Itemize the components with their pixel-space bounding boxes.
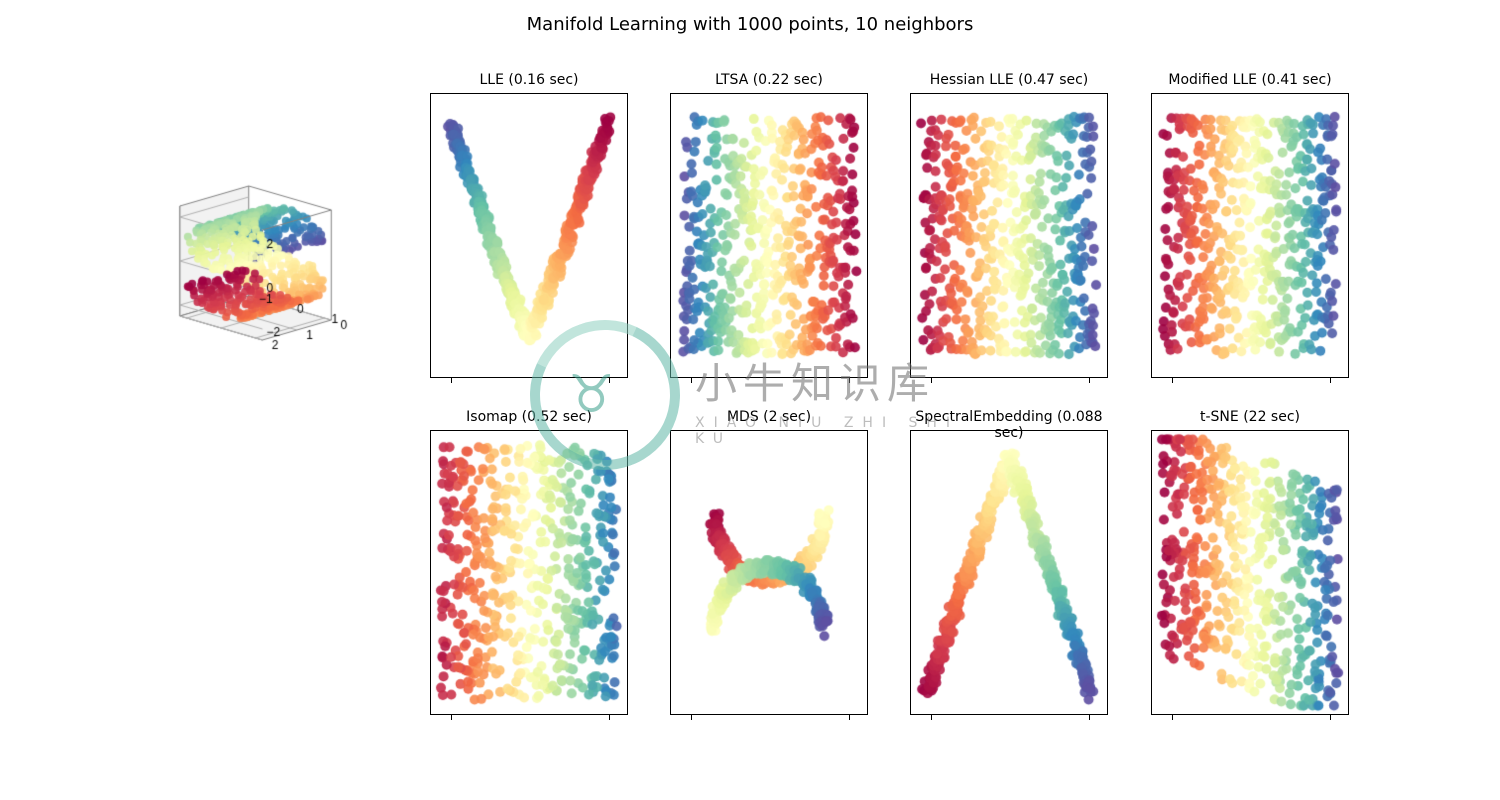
tick [849,378,850,383]
tick [931,715,932,720]
tick [691,715,692,720]
tick [1172,715,1173,720]
panel-title: Hessian LLE (0.47 sec) [911,72,1107,88]
figure: Manifold Learning with 1000 points, 10 n… [0,0,1500,800]
panel-title: MDS (2 sec) [671,409,867,425]
panel-title: Isomap (0.52 sec) [431,409,627,425]
panel-canvas [431,94,627,377]
panel-canvas [1152,94,1348,377]
tick [691,378,692,383]
panel-tsne: t-SNE (22 sec) [1151,430,1349,715]
panel-title: Modified LLE (0.41 sec) [1152,72,1348,88]
panel-canvas [431,431,627,714]
tick [1330,378,1331,383]
panel-3d-s-curve [200,140,380,340]
tick [451,378,452,383]
tick [451,715,452,720]
tick [849,715,850,720]
panel-isomap: Isomap (0.52 sec) [430,430,628,715]
panel-spectral: SpectralEmbedding (0.088 sec) [910,430,1108,715]
panel-title: LLE (0.16 sec) [431,72,627,88]
panel-ltsa: LTSA (0.22 sec) [670,93,868,378]
panel-hessian: Hessian LLE (0.47 sec) [910,93,1108,378]
tick [1330,715,1331,720]
panel-modified: Modified LLE (0.41 sec) [1151,93,1349,378]
panel-mds: MDS (2 sec) [670,430,868,715]
tick [931,378,932,383]
tick [1089,378,1090,383]
figure-suptitle: Manifold Learning with 1000 points, 10 n… [0,14,1500,35]
tick [1172,378,1173,383]
panel-canvas [1152,431,1348,714]
panel-canvas [671,94,867,377]
tick [609,378,610,383]
panel-canvas [911,431,1107,714]
tick [1089,715,1090,720]
panel-title: LTSA (0.22 sec) [671,72,867,88]
panel-canvas [671,431,867,714]
tick [609,715,610,720]
panel-lle: LLE (0.16 sec) [430,93,628,378]
canvas-3d [170,110,410,370]
panel-title: t-SNE (22 sec) [1152,409,1348,425]
panel-canvas [911,94,1107,377]
